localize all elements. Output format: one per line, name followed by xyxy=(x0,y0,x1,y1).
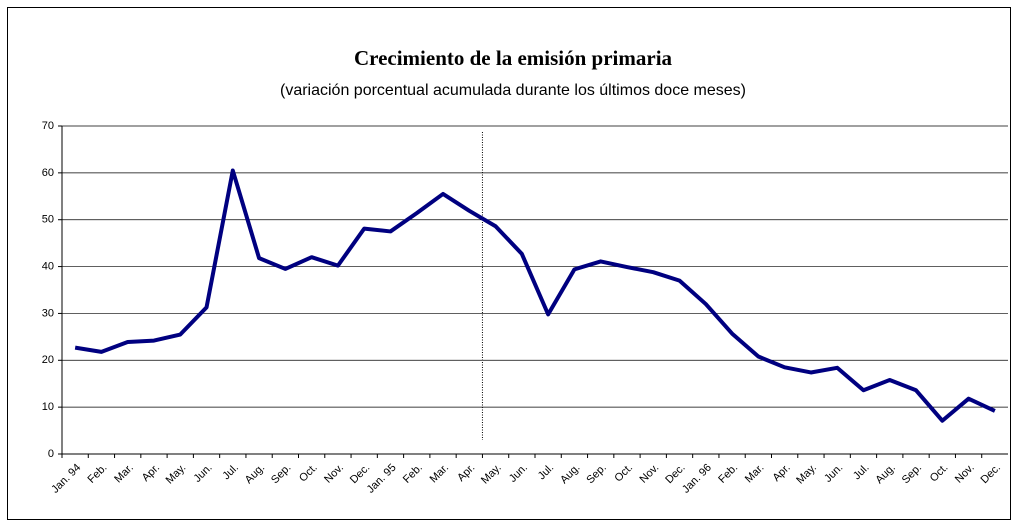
x-tick-label: Oct. xyxy=(612,462,635,485)
x-tick-label: Feb. xyxy=(401,462,425,486)
y-tick-label: 20 xyxy=(42,354,54,366)
x-tick-label: Sep. xyxy=(900,462,924,486)
x-tick-label: Jun. xyxy=(507,462,530,485)
x-tick-label: Jun. xyxy=(192,462,215,485)
x-tick-label: Sep. xyxy=(584,462,608,486)
x-tick-label: Mar. xyxy=(112,462,136,486)
x-tick-label: Apr. xyxy=(140,462,162,484)
y-tick-label: 40 xyxy=(42,260,54,272)
x-tick-label: Nov. xyxy=(638,462,662,486)
x-tick-label: Nov. xyxy=(953,462,977,486)
x-tick-label: Apr. xyxy=(455,462,477,484)
x-tick-label: Apr. xyxy=(770,462,792,484)
x-tick-label: Aug. xyxy=(243,462,267,486)
x-tick-label: Jul. xyxy=(536,462,557,483)
chart-border xyxy=(7,7,1011,520)
x-tick-label: Jan. 96 xyxy=(680,462,714,496)
x-tick-label: Jun. xyxy=(822,462,845,485)
y-tick-label: 0 xyxy=(48,448,54,460)
y-tick-label: 50 xyxy=(42,214,54,226)
x-tick-label: Jan. 95 xyxy=(365,462,399,496)
x-tick-label: Aug. xyxy=(873,462,897,486)
x-tick-label: May. xyxy=(794,462,819,487)
x-tick-label: Dec. xyxy=(979,462,1003,486)
x-tick-label: Jul. xyxy=(851,462,872,483)
x-tick-label: May. xyxy=(479,462,504,487)
x-tick-label: May. xyxy=(164,462,189,487)
x-tick-label: Sep. xyxy=(269,462,293,486)
x-tick-label: Mar. xyxy=(743,462,767,486)
y-tick-label: 10 xyxy=(42,401,54,413)
y-tick-label: 60 xyxy=(42,167,54,179)
x-tick-label: Feb. xyxy=(716,462,740,486)
y-tick-label: 30 xyxy=(42,307,54,319)
x-tick-label: Mar. xyxy=(428,462,452,486)
chart-subtitle: (variación porcentual acumulada durante … xyxy=(280,82,746,99)
x-tick-label: Oct. xyxy=(928,462,951,485)
x-tick-label: Jul. xyxy=(220,462,241,483)
chart-title: Crecimiento de la emisión primaria xyxy=(354,46,673,70)
y-tick-label: 70 xyxy=(42,120,54,132)
x-tick-label: Feb. xyxy=(86,462,110,486)
data-line xyxy=(74,168,996,423)
x-tick-label: Oct. xyxy=(297,462,320,485)
x-tick-label: Aug. xyxy=(558,462,582,486)
x-tick-label: Jan. 94 xyxy=(49,462,83,496)
x-tick-label: Nov. xyxy=(322,462,346,486)
